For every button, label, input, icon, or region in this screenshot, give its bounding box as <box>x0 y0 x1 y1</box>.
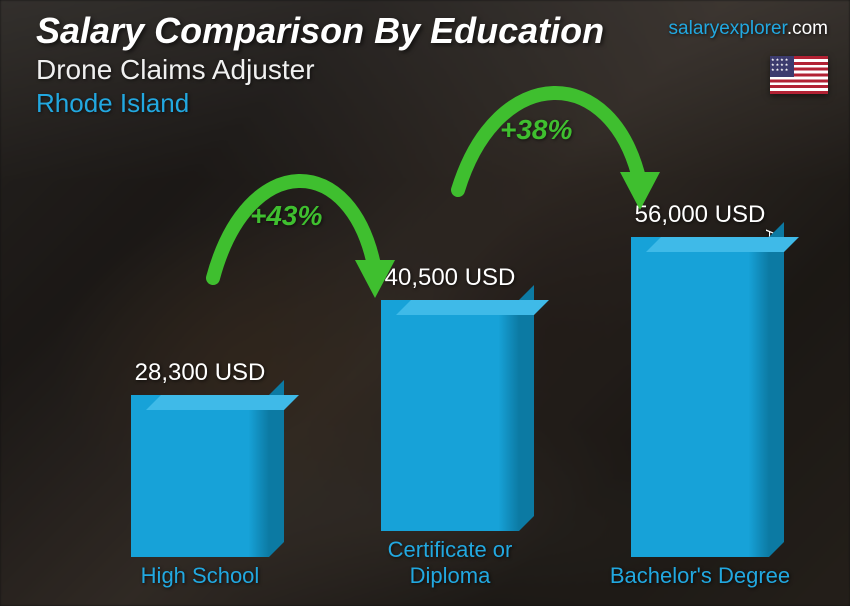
bar-group: 40,500 USD Certificate or Diploma <box>350 264 550 588</box>
content-root: Salary Comparison By Education Drone Cla… <box>0 0 850 606</box>
bar-value-label: 28,300 USD <box>135 359 266 387</box>
bar-group: 56,000 USD Bachelor's Degree <box>600 201 800 588</box>
bar-category-label: High School <box>141 563 260 588</box>
brand-suffix: .com <box>787 18 828 39</box>
chart-subtitle: Drone Claims Adjuster <box>36 54 830 86</box>
bar-category-label: Bachelor's Degree <box>610 563 790 588</box>
bar-3d <box>381 300 519 531</box>
brand-label: salaryexplorer.com <box>669 18 828 40</box>
brand-name: salaryexplorer <box>669 18 787 39</box>
bar-value-label: 40,500 USD <box>385 264 516 292</box>
bar-group: 28,300 USD High School <box>100 359 300 588</box>
bar-chart: 28,300 USD High School 40,500 USD Certifica… <box>60 158 790 588</box>
us-flag-icon <box>770 56 828 94</box>
bar-category-label: Certificate or Diploma <box>350 537 550 588</box>
bar-3d <box>131 395 269 557</box>
bar-value-label: 56,000 USD <box>635 201 766 229</box>
bar-3d <box>631 237 769 557</box>
chart-location: Rhode Island <box>36 88 830 119</box>
